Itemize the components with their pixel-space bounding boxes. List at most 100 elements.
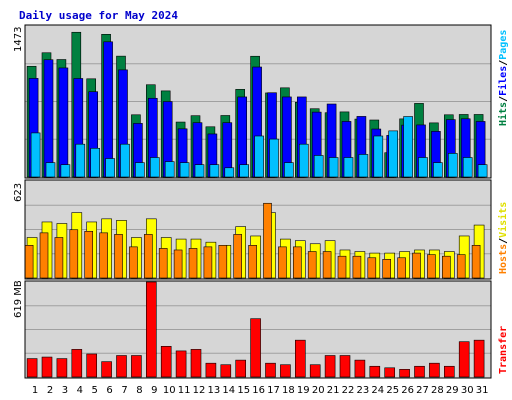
x-tick-label: 2 xyxy=(47,385,53,396)
transfer-bar-day-3 xyxy=(56,358,68,378)
pages-bar-day-20 xyxy=(313,155,324,178)
usage-ymax-label: 1473 xyxy=(13,27,24,52)
legend-pages: Pages xyxy=(498,30,509,60)
hosts-bar-day-26 xyxy=(397,257,406,279)
hosts-bar-day-23 xyxy=(352,255,362,279)
hosts-bar-day-3 xyxy=(54,237,64,279)
hosts-bar-day-18 xyxy=(278,246,287,279)
x-tick-label: 11 xyxy=(178,385,191,396)
visits-panel-frame xyxy=(24,179,492,280)
hosts-bar-day-19 xyxy=(292,246,302,279)
hosts-bar-day-30 xyxy=(456,254,466,279)
pages-bar-day-10 xyxy=(164,161,175,178)
transfer-bar-day-17 xyxy=(265,362,276,378)
x-tick-label: 20 xyxy=(312,385,325,396)
pages-bar-day-22 xyxy=(343,157,354,178)
x-tick-label: 18 xyxy=(282,385,295,396)
hosts-bar-day-6 xyxy=(99,232,108,279)
pages-bar-day-18 xyxy=(284,162,294,178)
transfer-bar-day-18 xyxy=(280,364,291,378)
pages-bar-day-8 xyxy=(135,162,145,178)
x-axis-labels: 1 2 3 4 5 6 7 8 9 10 11 12 13 14 15 16 17 18 19 20 21 22 23 24 2… xyxy=(32,385,489,396)
transfer-bar-day-27 xyxy=(414,365,425,378)
pages-bar-day-2 xyxy=(45,162,56,178)
hosts-bar-day-7 xyxy=(114,234,123,279)
transfer-ymax-label: 619 MB xyxy=(13,280,24,318)
pages-bar-day-4 xyxy=(75,143,86,178)
hosts-bar-day-12 xyxy=(188,248,198,279)
hosts-bar-day-21 xyxy=(322,251,332,279)
bar-marks xyxy=(24,31,488,378)
hosts-bar-day-16 xyxy=(248,245,257,279)
hosts-bar-day-28 xyxy=(427,254,436,279)
pages-bar-day-24 xyxy=(373,135,384,178)
x-tick-label: 30 xyxy=(461,385,474,396)
pages-bar-day-13 xyxy=(209,164,220,178)
x-tick-label: 13 xyxy=(208,385,221,396)
x-tick-label: 3 xyxy=(62,385,68,396)
pages-bar-day-23 xyxy=(358,154,369,178)
x-tick-label: 8 xyxy=(136,385,142,396)
transfer-bar-day-20 xyxy=(309,364,321,378)
transfer-bar-day-13 xyxy=(205,362,217,378)
pages-bar-day-21 xyxy=(328,157,339,178)
transfer-panel-frame xyxy=(24,280,492,379)
transfer-bar-day-1 xyxy=(26,358,38,378)
pages-bar-day-17 xyxy=(269,138,279,178)
transfer-bar-day-31 xyxy=(473,339,485,378)
pages-bar-day-5 xyxy=(90,147,100,178)
visits-ymax-label: 623 xyxy=(13,183,24,202)
transfer-bar-day-2 xyxy=(41,356,53,378)
hosts-bar-day-9 xyxy=(144,234,153,279)
hosts-bar-day-29 xyxy=(441,255,451,279)
hosts-bar-day-5 xyxy=(84,230,93,279)
hosts-bar-day-27 xyxy=(412,252,421,279)
transfer-bar-day-19 xyxy=(294,339,306,378)
pages-bar-day-26 xyxy=(403,116,413,178)
pages-bar-day-28 xyxy=(433,162,443,178)
chart-title: Daily usage for May 2024 xyxy=(19,9,178,22)
hosts-bar-day-8 xyxy=(129,246,138,279)
transfer-bar-day-4 xyxy=(71,349,83,378)
legend-hits: Hits xyxy=(497,102,509,126)
hosts-bar-day-13 xyxy=(203,246,213,279)
transfer-legend-label: Transfer xyxy=(498,326,509,374)
pages-bar-day-29 xyxy=(447,153,458,178)
hosts-bar-day-15 xyxy=(233,234,242,279)
transfer-bar-day-9 xyxy=(146,281,157,378)
hosts-bar-day-1 xyxy=(24,245,34,279)
transfer-bar-day-28 xyxy=(429,362,440,378)
x-tick-label: 26 xyxy=(401,385,414,396)
transfer-bar-day-16 xyxy=(250,318,261,378)
hosts-bar-day-17 xyxy=(263,202,272,279)
x-tick-label: 23 xyxy=(357,385,370,396)
visits-legend-label: Hosts/Visits xyxy=(497,202,509,274)
x-tick-label: 27 xyxy=(416,385,429,396)
hosts-bar-day-14 xyxy=(218,245,228,279)
pages-bar-day-6 xyxy=(105,158,115,178)
x-tick-label: 24 xyxy=(371,385,384,396)
transfer-bar-day-5 xyxy=(86,353,97,378)
hosts-bar-day-20 xyxy=(307,251,317,279)
pages-bar-day-11 xyxy=(179,162,190,178)
x-tick-label: 14 xyxy=(222,385,235,396)
transfer-bar-day-11 xyxy=(175,350,187,378)
pages-bar-day-16 xyxy=(254,135,264,178)
hosts-bar-day-31 xyxy=(471,245,481,279)
transfer-bar-day-24 xyxy=(369,365,381,378)
transfer-bar-day-8 xyxy=(131,355,142,378)
x-tick-label: 10 xyxy=(163,385,176,396)
pages-bar-day-9 xyxy=(150,157,160,178)
hosts-bar-day-4 xyxy=(69,229,79,279)
legend-visits: Visits xyxy=(497,202,509,238)
x-tick-label: 7 xyxy=(121,385,127,396)
x-tick-label: 9 xyxy=(151,385,157,396)
x-tick-label: 21 xyxy=(327,385,340,396)
x-tick-label: 17 xyxy=(267,385,280,396)
hosts-bar-day-2 xyxy=(39,232,49,279)
transfer-bar-day-6 xyxy=(101,361,112,378)
transfer-bar-day-30 xyxy=(458,341,470,378)
hosts-bar-day-24 xyxy=(367,257,377,279)
transfer-bar-day-26 xyxy=(399,369,410,378)
